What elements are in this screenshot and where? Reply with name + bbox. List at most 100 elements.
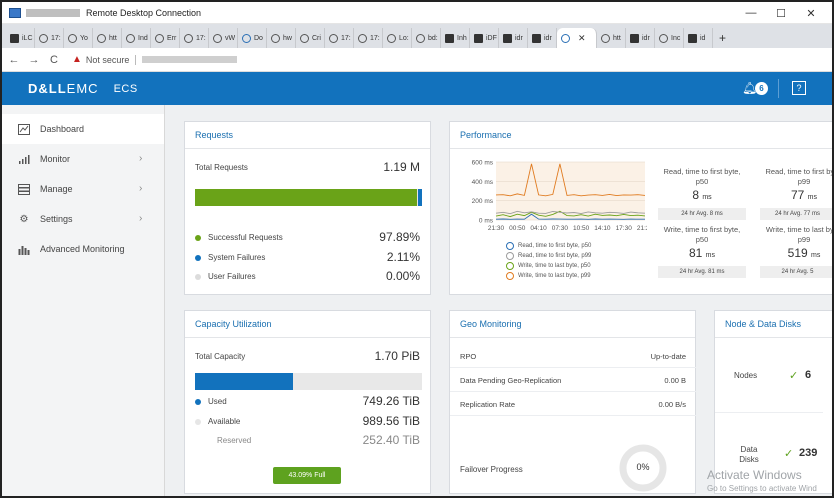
y-tick-label: 200 ms [472,198,494,205]
redacted-url [142,56,238,63]
browser-tab[interactable]: Lo: [383,28,412,48]
x-tick-label: 10:50 [573,225,590,232]
browser-tab[interactable]: 17: [325,28,354,48]
browser-tab[interactable]: 17: [35,28,64,48]
browser-tab[interactable]: 17: [354,28,383,48]
browser-tab[interactable]: iLC [6,28,35,48]
write-last-byte-p99-avg: 24 hr Avg. 5 [760,266,832,278]
back-arrow-icon[interactable]: ← [8,53,20,66]
reserved-value: 252.40 TiB [362,433,420,447]
sidebar-item-settings[interactable]: ⚙ Settings › [19,213,143,225]
globe-icon [416,33,425,43]
browser-tab[interactable]: hw [267,28,296,48]
check-icon: ✓ [784,448,794,460]
read-first-byte-p99-avg: 24 hr Avg. 77 ms [760,208,832,220]
window-title: Remote Desktop Connection [86,7,202,18]
maximize-button[interactable]: ☐ [776,7,786,20]
close-tab-icon[interactable]: ✕ [578,32,586,43]
system-failures-value: 2.11% [386,250,420,264]
browser-tab[interactable]: Ind [122,28,151,48]
chart-legend-item[interactable]: Read, time to first byte, p50 [506,242,591,250]
successful-requests-fill [195,189,418,206]
globe-icon [358,33,367,43]
read-first-byte-p99-stat: Read, time to first byte, p99 77 ms [765,167,834,202]
disks-row: Data Disks ✓ 239 [739,445,818,464]
failover-progress-ring [619,444,667,492]
sidebar-item-monitor[interactable]: Monitor › [2,144,164,174]
browser-tab[interactable]: Yo [64,28,93,48]
performance-card: Performance 600 ms 400 ms 200 ms 0 ms 21:30 0… [449,121,834,295]
minimize-button[interactable]: — [745,7,757,19]
app-icon [503,33,512,43]
address-bar: ← → C ▲ Not secure [2,48,832,72]
app-icon [10,33,19,43]
app-icon [532,33,541,43]
globe-icon [329,33,338,43]
browser-tab[interactable]: Inh [441,28,470,48]
write-first-byte-p50-avg: 24 hr Avg. 81 ms [658,266,746,278]
chart-legend-item[interactable]: Write, time to last byte, p99 [506,272,591,280]
chart-legend-item[interactable]: Read, time to first byte, p99 [506,252,591,260]
x-tick-label: 21:30 [488,225,505,232]
read-first-byte-p50-stat: Read, time to first byte, p50 8 ms [663,167,741,202]
chart-series-line [495,210,646,215]
geo-row-pending: Data Pending Geo-Replication 0.00 B [450,368,696,392]
dell-emc-logo: D&LLEMC [28,81,99,96]
browser-tab[interactable]: Cri [296,28,325,48]
requests-card: Requests Total Requests 1.19 M Successfu… [184,121,431,295]
chart-legend-item[interactable]: Write, time to last byte, p50 [506,262,591,270]
browser-tab[interactable]: iDF [470,28,499,48]
capacity-bar [195,373,422,390]
geo-title: Geo Monitoring [450,311,695,338]
browser-tab[interactable]: id [684,28,713,48]
total-requests-value: 1.19 M [383,160,420,174]
active-browser-tab[interactable]: ✕ [557,28,597,48]
legend-ring-icon [506,272,514,280]
write-last-byte-p99-stat: Write, time to last byte, p99 519 ms [765,225,834,260]
available-value: 989.56 TiB [362,414,420,428]
globe-icon [184,33,193,43]
node-disks-title: Node & Data Disks [715,311,832,338]
legend-ring-icon [506,252,514,260]
app-header: D&LLEMC ECS 🔔︎ 6 ? [2,72,832,105]
browser-tab[interactable]: Err [151,28,180,48]
browser-tab[interactable]: bd: [412,28,441,48]
browser-tab[interactable]: vW [209,28,238,48]
warning-icon: ▲ [72,54,82,65]
node-disks-card: Node & Data Disks Nodes ✓ 6 Data Disks ✓… [714,310,832,494]
sidebar-item-advanced-monitoring[interactable]: Advanced Monitoring [2,234,164,264]
globe-icon [387,33,396,43]
sidebar-item-manage[interactable]: Manage › [2,174,164,204]
alert-count-badge[interactable]: 6 [755,82,768,95]
browser-tab[interactable]: idr [499,28,528,48]
reload-icon[interactable]: C [50,53,58,66]
browser-tab[interactable]: 17: [180,28,209,48]
chart-series-line [495,163,646,197]
globe-icon [659,33,668,43]
help-button[interactable]: ? [792,81,806,95]
nodes-row: Nodes ✓ 6 [715,338,823,413]
check-icon: ✓ [789,370,799,382]
product-name: ECS [113,82,138,95]
used-capacity-fill [195,373,293,390]
settings-icon: ⚙ [19,213,29,225]
new-tab-button[interactable]: + [719,31,727,45]
browser-tab[interactable]: htt [597,28,626,48]
browser-tab[interactable]: idr [528,28,557,48]
globe-icon [300,33,309,43]
browser-tab[interactable]: htt [93,28,122,48]
forward-arrow-icon[interactable]: → [28,53,40,66]
close-window-button[interactable]: ✕ [806,7,816,20]
geo-row-rpo: RPO Up-to-date [450,344,696,368]
app-icon [630,33,639,43]
browser-tab[interactable]: Inc [655,28,684,48]
url-input[interactable]: ▲ Not secure [72,54,238,65]
sidebar-item-dashboard[interactable]: Dashboard [2,114,164,144]
window-titlebar: Remote Desktop Connection — ☐ ✕ [2,2,832,24]
browser-tab[interactable]: idr [626,28,655,48]
browser-tab[interactable]: Do [238,28,267,48]
legend-ring-icon [506,242,514,250]
user-failures-label: User Failures [195,272,256,281]
bell-icon[interactable]: 🔔︎ [742,81,758,95]
